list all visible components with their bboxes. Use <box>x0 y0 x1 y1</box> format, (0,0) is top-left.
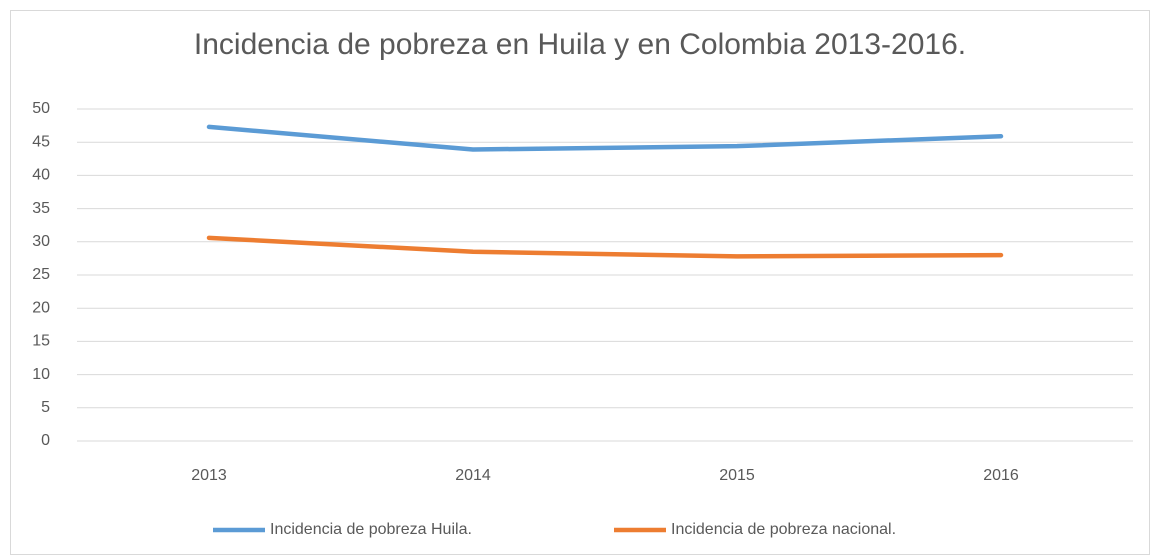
y-tick-label: 15 <box>32 333 50 350</box>
y-tick-label: 25 <box>32 266 50 283</box>
x-tick-label: 2014 <box>455 467 491 484</box>
y-tick-label: 20 <box>32 299 50 316</box>
chart-title: Incidencia de pobreza en Huila y en Colo… <box>194 28 966 61</box>
y-tick-label: 50 <box>32 100 50 117</box>
y-tick-label: 10 <box>32 366 50 383</box>
y-tick-label: 35 <box>32 200 50 217</box>
x-tick-label: 2016 <box>983 467 1019 484</box>
data-line <box>206 235 1004 259</box>
data-line <box>206 124 1004 152</box>
legend-label: Incidencia de pobreza nacional. <box>671 521 896 538</box>
y-tick-label: 40 <box>32 167 50 184</box>
chart-border <box>10 10 1150 555</box>
y-tick-label: 45 <box>32 133 50 150</box>
legend-label: Incidencia de pobreza Huila. <box>270 521 472 538</box>
y-tick-label: 5 <box>41 399 50 416</box>
x-tick-label: 2013 <box>191 467 227 484</box>
x-tick-label: 2015 <box>719 467 755 484</box>
y-tick-label: 30 <box>32 233 50 250</box>
y-tick-label: 0 <box>41 432 50 449</box>
